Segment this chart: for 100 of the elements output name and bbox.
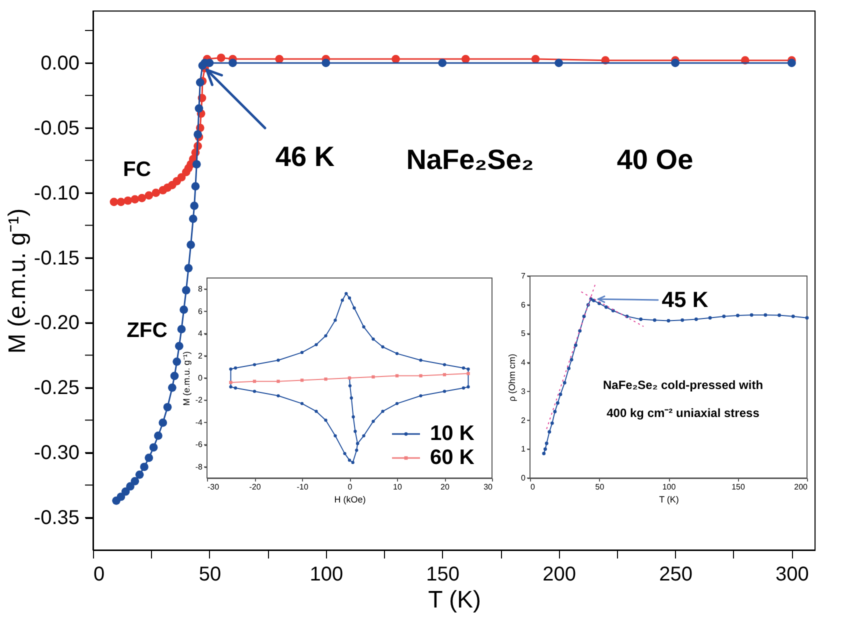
- point: [144, 191, 154, 200]
- y-tick-label: -0.35: [34, 507, 80, 530]
- x-tick-label: 0: [94, 564, 105, 586]
- y-tick-label: -8: [195, 462, 204, 472]
- point: [192, 160, 201, 168]
- point: [163, 402, 172, 412]
- point: [124, 196, 132, 205]
- point: [144, 454, 154, 462]
- y-tick-label: 3: [521, 386, 526, 396]
- point: [805, 316, 809, 320]
- y-tick-label: 0: [521, 474, 526, 482]
- point: [186, 240, 195, 249]
- y-tick-label: -0.30: [34, 442, 80, 464]
- y-tick-label: -2: [195, 396, 204, 405]
- annotation: 40 Oe: [616, 144, 694, 175]
- point: [172, 358, 182, 366]
- point: [708, 316, 712, 320]
- annotation: NaFe₂Se₂: [406, 144, 534, 175]
- point: [556, 401, 560, 405]
- y-axis-title: M (e.m.u. g⁻¹): [181, 351, 192, 406]
- x-tick-label: 300: [776, 564, 809, 586]
- point: [130, 195, 140, 204]
- point: [592, 298, 596, 302]
- point: [322, 58, 330, 68]
- point: [570, 358, 574, 362]
- point: [126, 482, 134, 491]
- point: [652, 318, 656, 322]
- y-tick-label: 8: [198, 284, 204, 294]
- x-tick-label: 0: [348, 482, 353, 492]
- point: [671, 58, 680, 68]
- point: [722, 314, 726, 318]
- legend-label: 60 K: [430, 446, 474, 469]
- x-tick-label: 250: [659, 564, 692, 586]
- y-axis-title: M (e.m.u. g⁻¹): [4, 208, 31, 354]
- point: [116, 492, 126, 501]
- point: [558, 392, 562, 396]
- point: [135, 470, 144, 479]
- x-tick-label: 50: [198, 564, 222, 586]
- annotation: 46 K: [275, 141, 335, 172]
- point: [694, 318, 698, 322]
- y-tick-label: 5: [521, 329, 526, 338]
- point: [140, 462, 148, 472]
- annotation: NaFe₂Se₂ cold-pressed with: [602, 378, 764, 392]
- y-tick-label: 2: [521, 416, 526, 425]
- point: [191, 182, 200, 191]
- point: [788, 58, 796, 68]
- point: [182, 286, 190, 294]
- point: [194, 130, 202, 139]
- point: [177, 173, 186, 182]
- x-tick-label: 200: [542, 564, 576, 586]
- point: [154, 432, 162, 440]
- y-axis-title: ρ (Ohm cm): [507, 354, 518, 402]
- point: [177, 325, 186, 334]
- point: [550, 421, 554, 425]
- point: [180, 306, 188, 314]
- x-axis-title: H (kOe): [334, 494, 366, 504]
- point: [174, 342, 184, 350]
- y-tick-label: 6: [198, 306, 204, 316]
- annotation: 45 K: [662, 287, 708, 312]
- x-tick-label: -10: [296, 482, 309, 492]
- y-tick-label: -0.05: [34, 117, 80, 140]
- y-tick-label: 4: [198, 329, 204, 338]
- x-tick-label: -20: [249, 482, 262, 492]
- x-axis-title: T (K): [428, 586, 481, 614]
- point: [582, 314, 586, 318]
- point: [196, 78, 204, 87]
- x-tick-label: 200: [794, 482, 808, 492]
- y-tick-label: -4: [195, 418, 204, 427]
- annotation: FC: [123, 158, 151, 181]
- y-tick-label: 2: [198, 351, 204, 360]
- point: [152, 188, 160, 198]
- point: [574, 344, 578, 347]
- point: [168, 383, 176, 392]
- y-tick-label: -0.20: [34, 312, 80, 334]
- point: [110, 198, 118, 206]
- point: [578, 329, 582, 333]
- annotation: 400 kg cm⁻² uniaxial stress: [606, 406, 760, 420]
- point: [764, 313, 768, 317]
- point: [562, 381, 566, 384]
- point: [130, 476, 140, 486]
- point: [121, 487, 130, 496]
- x-tick-label: 100: [662, 482, 676, 492]
- point: [228, 58, 237, 68]
- y-tick-label: 0.00: [40, 52, 80, 74]
- point: [680, 318, 684, 322]
- point: [190, 202, 198, 210]
- y-tick-label: 4: [521, 358, 526, 368]
- x-tick-label: 50: [595, 482, 605, 492]
- point: [639, 318, 643, 322]
- point: [138, 194, 146, 202]
- point: [544, 447, 547, 451]
- y-tick-label: 7: [521, 272, 526, 280]
- x-tick-label: 150: [732, 482, 746, 492]
- point: [542, 452, 546, 456]
- y-tick-label: 6: [521, 300, 526, 310]
- annotation: ZFC: [126, 319, 168, 342]
- point: [149, 443, 158, 452]
- point: [170, 372, 179, 380]
- point: [544, 442, 548, 446]
- point: [188, 214, 198, 223]
